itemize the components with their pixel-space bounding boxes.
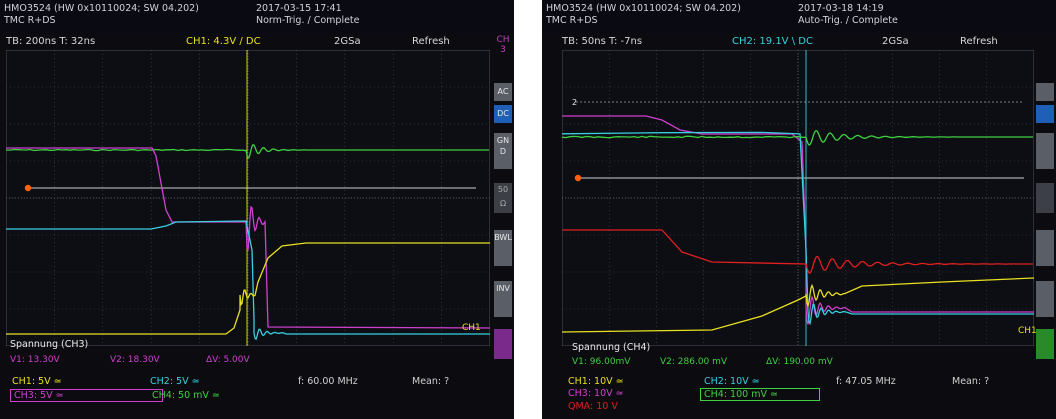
channel-sidebar	[1034, 35, 1056, 375]
channel-marker: CH1	[1018, 326, 1037, 336]
device-model: HMO3524 (HW 0x10110024; SW 04.202)	[4, 3, 199, 14]
acq-mode-label[interactable]: Refresh	[412, 36, 450, 47]
channel-indicator-label: CH	[496, 35, 510, 45]
timestamp: 2017-03-15 17:41	[256, 3, 342, 14]
sample-rate-label: 2GSa	[882, 36, 909, 47]
cursor-v1: V1: 13.30V	[10, 355, 60, 365]
ch2-scale[interactable]: CH2: 10V ≃	[704, 376, 760, 387]
ch2-trace	[562, 131, 1034, 326]
cursor-v2: V2: 18.30V	[110, 355, 160, 365]
interface-label: TMC R+DS	[4, 15, 56, 26]
sidebar-button-5[interactable]	[1036, 230, 1054, 266]
ch1-scale[interactable]: CH1: 10V ≃	[568, 376, 624, 387]
coupling-ac-button[interactable]: AC	[494, 83, 512, 101]
interface-label: TMC R+DS	[546, 15, 598, 26]
ch2-trace	[6, 220, 490, 341]
measurement-title: Spannung (CH3)	[10, 339, 89, 350]
invert-button[interactable]: INV	[494, 281, 512, 317]
acquisition-bar: TB: 200ns T: 32ns CH1: 4.3V / DC 2GSa Re…	[0, 35, 514, 49]
sidebar-button-2[interactable]	[1036, 105, 1054, 123]
sidebar-button-1[interactable]	[1036, 83, 1054, 101]
channel-sidebar: CH 3 AC DC GND 50 Ω BWL INV	[492, 35, 514, 375]
math-trace	[562, 229, 1033, 274]
cursor-v2: V2: 286.00 mV	[660, 357, 728, 367]
ch1-trace	[562, 277, 1034, 333]
marker-2: 2	[572, 98, 578, 107]
impedance-50-button[interactable]: 50 Ω	[494, 183, 512, 213]
channel-footer: CH1: 5V ≃ CH2: 5V ≃ CH3: 5V ≃ CH4: 50 mV…	[0, 376, 514, 419]
ch1-scale[interactable]: CH1: 5V ≃	[12, 376, 62, 387]
waveform-display[interactable]	[562, 50, 1034, 346]
channel-marker: CH1	[462, 323, 481, 333]
acquisition-bar: TB: 50ns T: -7ns CH2: 19.1V \ DC 2GSa Re…	[542, 35, 1056, 49]
trigger-label[interactable]: CH1: 4.3V / DC	[186, 36, 261, 47]
acq-mode-label[interactable]: Refresh	[960, 36, 998, 47]
mean-readout: Mean: ?	[412, 376, 450, 387]
coupling-dc-button[interactable]: DC	[494, 105, 512, 123]
frequency-readout: f: 60.00 MHz	[298, 376, 358, 387]
measurement-values: V1: 13.30V V2: 18.30V ΔV: 5.00V	[10, 355, 450, 367]
trigger-marker-icon	[24, 184, 32, 192]
ch3-trace	[562, 115, 1034, 325]
cursor-delta: ΔV: 5.00V	[206, 355, 250, 365]
timestamp: 2017-03-18 14:19	[798, 3, 884, 14]
channel-indicator-number: 3	[500, 45, 506, 55]
trigger-marker-icon	[574, 174, 582, 182]
bwl-button[interactable]: BWL	[494, 230, 512, 266]
trigger-label[interactable]: CH2: 19.1V \ DC	[732, 36, 813, 47]
ch3-scale[interactable]: CH3: 5V ≃	[10, 389, 163, 402]
waveform-canvas	[562, 50, 1034, 346]
sidebar-button-7[interactable]	[1036, 329, 1054, 359]
cursor-v1: V1: 96.00mV	[572, 357, 631, 367]
ohm-icon: Ω	[499, 199, 507, 208]
sample-rate-label: 2GSa	[334, 36, 361, 47]
timebase-label[interactable]: TB: 50ns T: -7ns	[562, 36, 643, 47]
ch4-trace	[562, 129, 1033, 146]
cursor-delta: ΔV: 190.00 mV	[766, 357, 833, 367]
ch1-trace	[6, 242, 490, 335]
scope-screenshot-right: HMO3524 (HW 0x10110024; SW 04.202) TMC R…	[542, 0, 1056, 419]
measurement-title: Spannung (CH4)	[572, 342, 651, 353]
sidebar-button-3[interactable]	[1036, 133, 1054, 169]
ch2-scale[interactable]: CH2: 5V ≃	[150, 376, 200, 387]
waveform-display[interactable]	[6, 50, 490, 346]
status-header: HMO3524 (HW 0x10110024; SW 04.202) TMC R…	[0, 0, 514, 34]
ch4-trace	[6, 143, 489, 159]
math-scale[interactable]: QMA: 10 V	[568, 401, 618, 412]
sidebar-button-4[interactable]	[1036, 183, 1054, 213]
waveform-canvas	[6, 50, 490, 346]
sidebar-button-6[interactable]	[1036, 281, 1054, 317]
ch3-scale[interactable]: CH3: 10V ≃	[568, 388, 624, 399]
trigger-mode: Auto-Trig. / Complete	[798, 15, 898, 26]
trigger-mode: Norm-Trig. / Complete	[256, 15, 360, 26]
device-model: HMO3524 (HW 0x10110024; SW 04.202)	[546, 3, 741, 14]
scope-screenshot-left: HMO3524 (HW 0x10110024; SW 04.202) TMC R…	[0, 0, 514, 419]
impedance-value: 50	[497, 185, 509, 194]
channel-footer: CH1: 10V ≃ CH2: 10V ≃ CH3: 10V ≃ CH4: 10…	[542, 376, 1056, 419]
ch4-scale[interactable]: CH4: 50 mV ≃	[152, 390, 220, 401]
ch4-scale[interactable]: CH4: 100 mV ≃	[700, 388, 820, 401]
frequency-readout: f: 47.05 MHz	[836, 376, 896, 387]
status-header: HMO3524 (HW 0x10110024; SW 04.202) TMC R…	[542, 0, 1056, 34]
channel-indicator: CH 3	[494, 35, 512, 69]
channel-color-button[interactable]	[494, 329, 512, 359]
timebase-label[interactable]: TB: 200ns T: 32ns	[6, 36, 96, 47]
coupling-gnd-button[interactable]: GND	[494, 133, 512, 169]
mean-readout: Mean: ?	[952, 376, 990, 387]
measurement-values: V1: 96.00mV V2: 286.00 mV ΔV: 190.00 mV	[572, 357, 1012, 369]
